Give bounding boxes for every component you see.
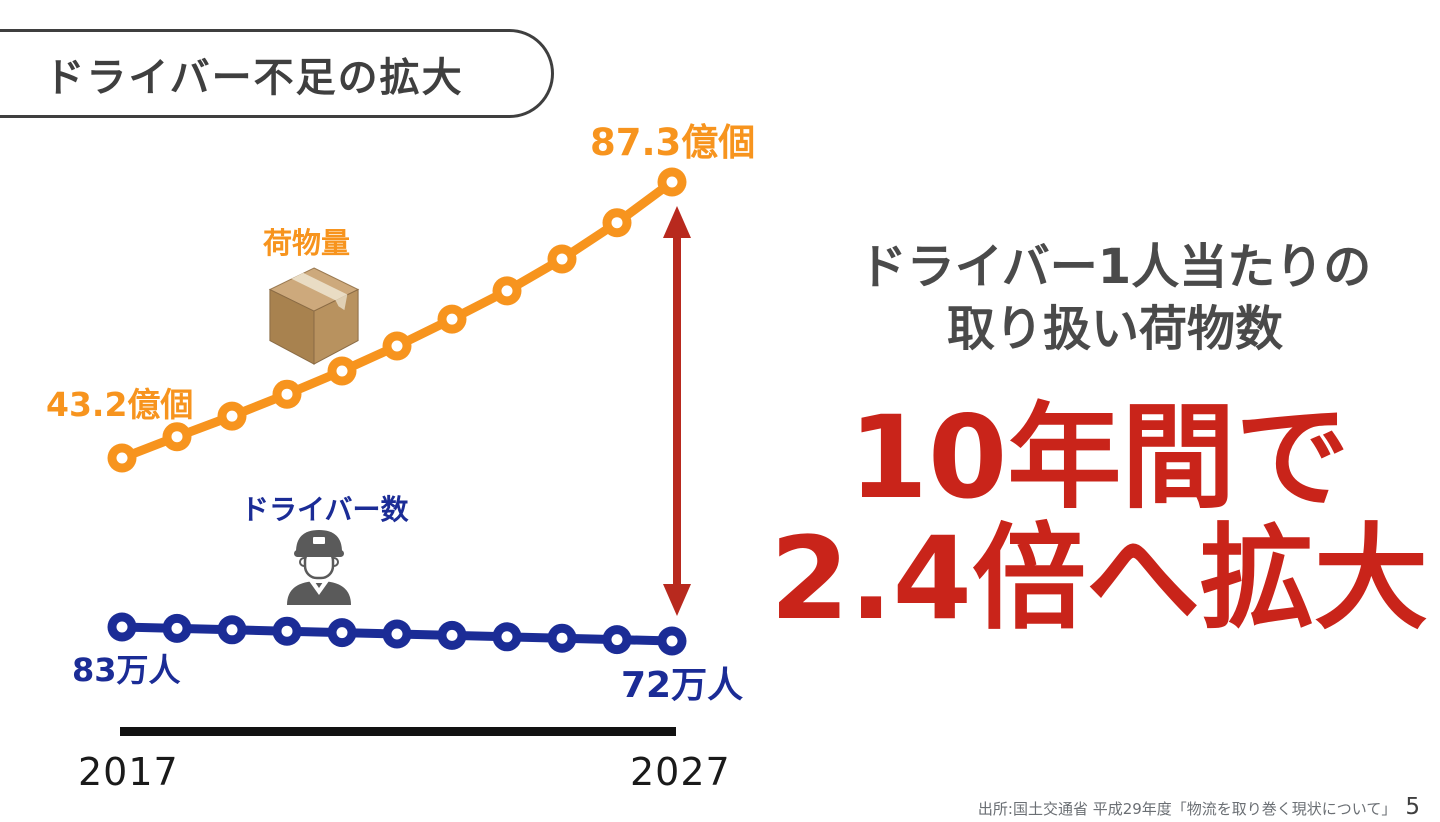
x-axis-line <box>120 727 676 736</box>
x-axis-label-start: 2017 <box>78 750 179 794</box>
driver-start-value: 83万人 <box>72 651 181 689</box>
right-heading-line2: 取り扱い荷物数 <box>946 301 1283 358</box>
package-box-icon <box>268 267 360 365</box>
highlight-line2: 2.4倍へ拡大 <box>770 511 1428 645</box>
gap-arrow-icon <box>663 206 691 616</box>
driver-end-value: 72万人 <box>621 665 744 706</box>
driver-series-label: ドライバー数 <box>241 493 409 526</box>
cargo-end-value: 87.3億個 <box>590 121 756 164</box>
highlight-line1: 10年間で <box>848 391 1350 524</box>
source-citation: 出所:国土交通省 平成29年度「物流を取り巻く現状について」 <box>977 800 1397 818</box>
x-axis-label-end: 2027 <box>630 750 731 794</box>
slide-title-pill: ドライバー不足の拡大 <box>0 29 554 118</box>
driver-icon <box>287 530 351 605</box>
page-number: 5 <box>1405 794 1420 820</box>
right-heading: ドライバー1人当たりの 取り扱い荷物数 <box>800 236 1430 361</box>
highlight-statement: 10年間で 2.4倍へ拡大 <box>758 391 1440 645</box>
chart-series <box>107 167 687 656</box>
cargo-start-value: 43.2億個 <box>46 385 194 424</box>
right-heading-line1: ドライバー1人当たりの <box>858 239 1372 295</box>
cargo-series-label: 荷物量 <box>263 226 351 260</box>
footer: 出所:国土交通省 平成29年度「物流を取り巻く現状について」 5 <box>978 794 1420 820</box>
page-title: ドライバー不足の拡大 <box>44 54 464 101</box>
